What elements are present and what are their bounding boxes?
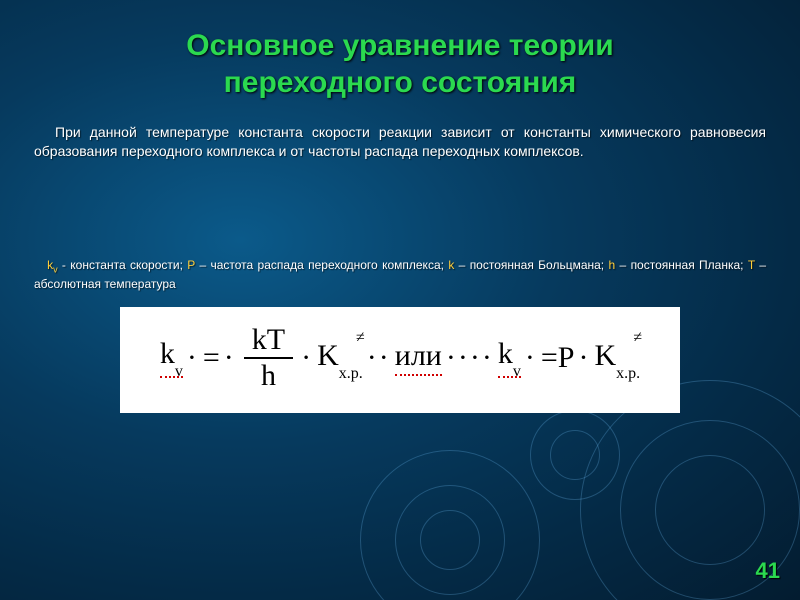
eq-equals1: = (203, 341, 220, 375)
eq-frac-num: kT (244, 325, 293, 359)
equation-box: kv · = · kT h · Kх.р.≠ ·· или ···· kv · … (120, 307, 680, 413)
title-line-1: Основное уравнение теории (186, 29, 613, 62)
eq-kv2: kv (498, 337, 521, 378)
eq-equals2: = (541, 341, 558, 375)
eq-dots4: ···· (446, 341, 494, 375)
eq-dots3: ·· (367, 341, 391, 375)
body-paragraph: При данной температуре константа скорост… (34, 123, 766, 161)
eq-kv1: kv (160, 337, 183, 378)
title-line-2: переходного состояния (224, 66, 577, 99)
legend-P-symbol: P (187, 258, 195, 272)
eq-P: P (558, 341, 575, 375)
eq-fraction: kT h (244, 325, 293, 391)
legend-h-desc: – постоянная Планка; (615, 258, 748, 272)
variable-legend: kv - константа скорости; P – частота рас… (34, 257, 766, 293)
eq-dots1: · (187, 341, 199, 375)
equation: kv · = · kT h · Kх.р.≠ ·· или ···· kv · … (144, 325, 656, 391)
slide-title: Основное уравнение теории переходного со… (34, 28, 766, 101)
eq-dots2: · (224, 341, 236, 375)
eq-frac-den: h (261, 359, 276, 391)
slide: Основное уравнение теории переходного со… (0, 0, 800, 600)
eq-cdot2: · (578, 341, 590, 375)
eq-K1: Kх.р.≠ (317, 339, 363, 377)
eq-or: или (395, 339, 442, 376)
eq-cdot1: · (301, 341, 313, 375)
legend-kv-symbol: kv (47, 258, 58, 272)
eq-K2: Kх.р.≠ (594, 339, 640, 377)
legend-kv-desc: - константа скорости; (58, 258, 188, 272)
eq-dots5: · (525, 341, 537, 375)
page-number: 41 (756, 558, 780, 584)
legend-T-symbol: T (748, 258, 755, 272)
legend-k-desc: – постоянная Больцмана; (454, 258, 608, 272)
legend-P-desc: – частота распада переходного комплекса; (195, 258, 448, 272)
